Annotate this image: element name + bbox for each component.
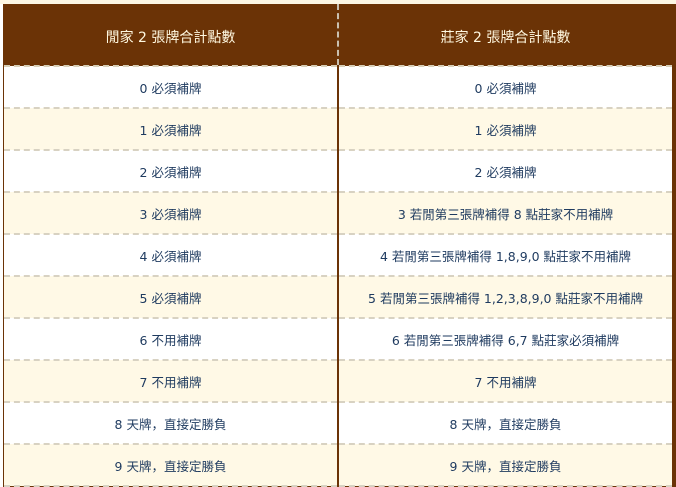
table-row: 9 天牌，直接定勝負 9 天牌，直接定勝負 xyxy=(4,444,672,487)
player-cell: 7 不用補牌 xyxy=(4,360,339,403)
player-cell: 1 必須補牌 xyxy=(4,108,339,151)
banker-cell: 8 天牌，直接定勝負 xyxy=(338,402,672,445)
banker-cell: 1 必須補牌 xyxy=(338,108,672,151)
header-row: 閒家 2 張牌合計點數 莊家 2 張牌合計點數 xyxy=(4,4,672,67)
table-row: 0 必須補牌 0 必須補牌 xyxy=(4,66,672,109)
table-row: 4 必須補牌 4 若閒第三張牌補得 1,8,9,0 點莊家不用補牌 xyxy=(4,234,672,277)
table-row: 7 不用補牌 7 不用補牌 xyxy=(4,360,672,403)
drawing-rules-table: 閒家 2 張牌合計點數 莊家 2 張牌合計點數 0 必須補牌 0 必須補牌 1 必須… xyxy=(4,4,672,487)
player-cell: 9 天牌，直接定勝負 xyxy=(4,444,339,487)
player-header: 閒家 2 張牌合計點數 xyxy=(4,4,339,67)
banker-cell: 7 不用補牌 xyxy=(338,360,672,403)
banker-header: 莊家 2 張牌合計點數 xyxy=(338,4,672,67)
banker-cell: 3 若閒第三張牌補得 8 點莊家不用補牌 xyxy=(338,192,672,235)
rules-table-container: 閒家 2 張牌合計點數 莊家 2 張牌合計點數 0 必須補牌 0 必須補牌 1 必須… xyxy=(3,4,676,487)
player-cell: 2 必須補牌 xyxy=(4,150,339,193)
top-strip xyxy=(0,0,676,4)
player-cell: 8 天牌，直接定勝負 xyxy=(4,402,339,445)
banker-cell: 2 必須補牌 xyxy=(338,150,672,193)
table-row: 6 不用補牌 6 若閒第三張牌補得 6,7 點莊家必須補牌 xyxy=(4,318,672,361)
banker-cell: 4 若閒第三張牌補得 1,8,9,0 點莊家不用補牌 xyxy=(338,234,672,277)
player-cell: 4 必須補牌 xyxy=(4,234,339,277)
player-cell: 6 不用補牌 xyxy=(4,318,339,361)
table-row: 8 天牌，直接定勝負 8 天牌，直接定勝負 xyxy=(4,402,672,445)
player-cell: 0 必須補牌 xyxy=(4,66,339,109)
banker-cell: 6 若閒第三張牌補得 6,7 點莊家必須補牌 xyxy=(338,318,672,361)
banker-cell: 0 必須補牌 xyxy=(338,66,672,109)
table-row: 3 必須補牌 3 若閒第三張牌補得 8 點莊家不用補牌 xyxy=(4,192,672,235)
table-row: 2 必須補牌 2 必須補牌 xyxy=(4,150,672,193)
banker-cell: 5 若閒第三張牌補得 1,2,3,8,9,0 點莊家不用補牌 xyxy=(338,276,672,319)
player-cell: 3 必須補牌 xyxy=(4,192,339,235)
table-row: 1 必須補牌 1 必須補牌 xyxy=(4,108,672,151)
table-row: 5 必須補牌 5 若閒第三張牌補得 1,2,3,8,9,0 點莊家不用補牌 xyxy=(4,276,672,319)
player-cell: 5 必須補牌 xyxy=(4,276,339,319)
banker-cell: 9 天牌，直接定勝負 xyxy=(338,444,672,487)
